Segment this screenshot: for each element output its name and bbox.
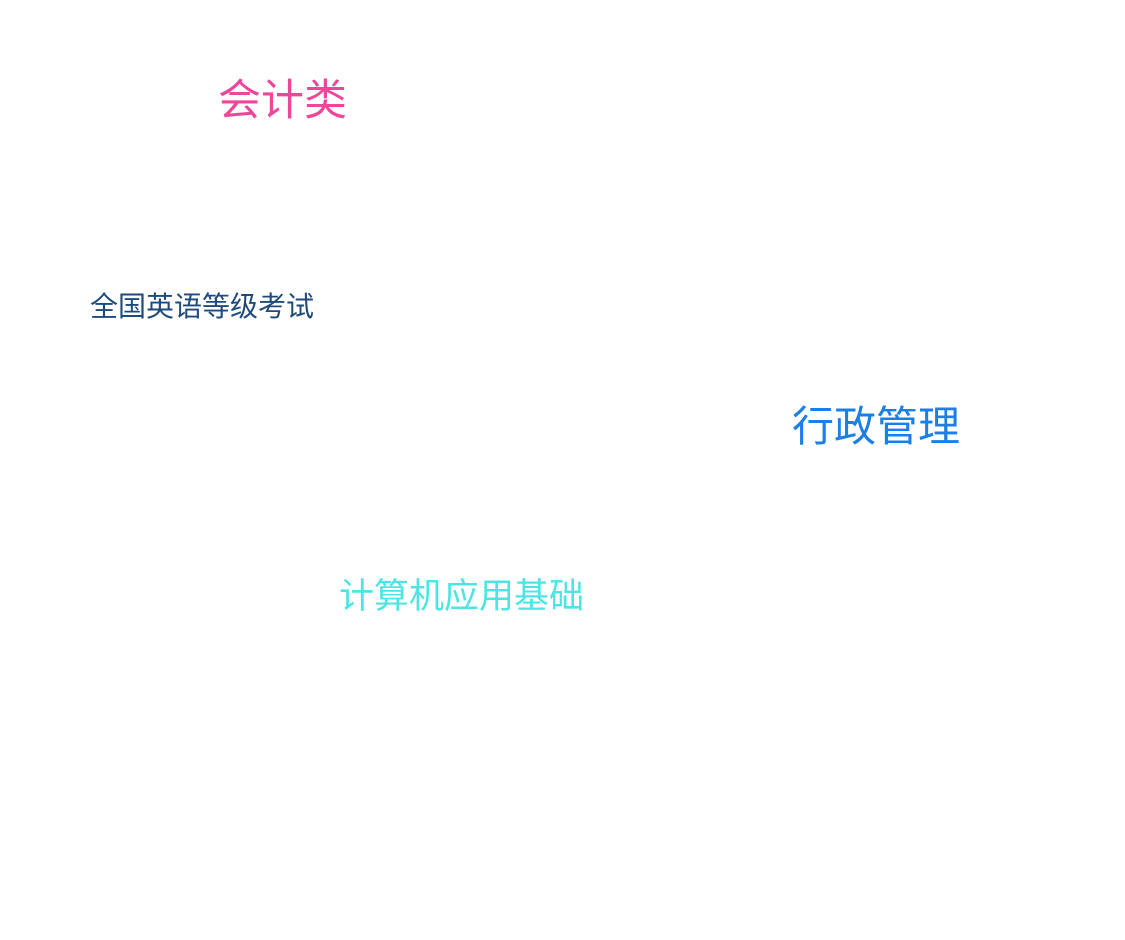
- tag-english-level-exam[interactable]: 全国英语等级考试: [90, 290, 315, 323]
- tag-accounting[interactable]: 会计类: [218, 76, 347, 126]
- tag-administrative-management[interactable]: 行政管理: [792, 402, 961, 451]
- tag-computer-basics[interactable]: 计算机应用基础: [339, 577, 585, 617]
